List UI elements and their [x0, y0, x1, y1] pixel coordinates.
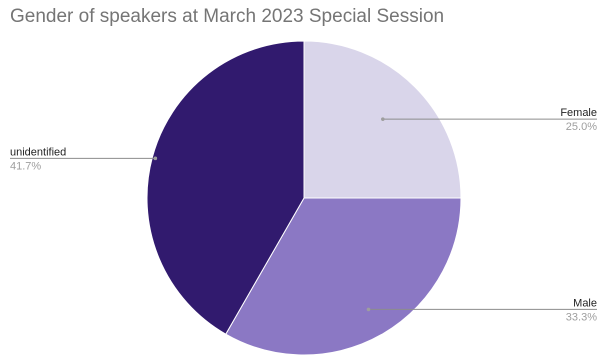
leader-dot-unidentified — [153, 156, 158, 161]
slice-percent-male: 33.3% — [566, 311, 597, 323]
slice-label-male: Male — [573, 297, 597, 309]
slice-label-female: Female — [560, 107, 597, 119]
pie-slice-unidentified — [146, 40, 305, 335]
leader-lines — [10, 117, 597, 312]
pie-slice-male — [225, 197, 462, 355]
slice-percent-unidentified: 41.7% — [10, 160, 41, 172]
leader-dot-male — [366, 307, 371, 312]
leader-dot-female — [381, 117, 385, 121]
slice-label-unidentified: unidentified — [10, 146, 66, 158]
chart-title: Gender of speakers at March 2023 Special… — [10, 6, 445, 27]
slice-labels: Female 25.0% Male 33.3% unidentified 41.7% — [10, 107, 597, 323]
slice-percent-female: 25.0% — [566, 121, 597, 133]
pie-slices — [146, 40, 462, 355]
